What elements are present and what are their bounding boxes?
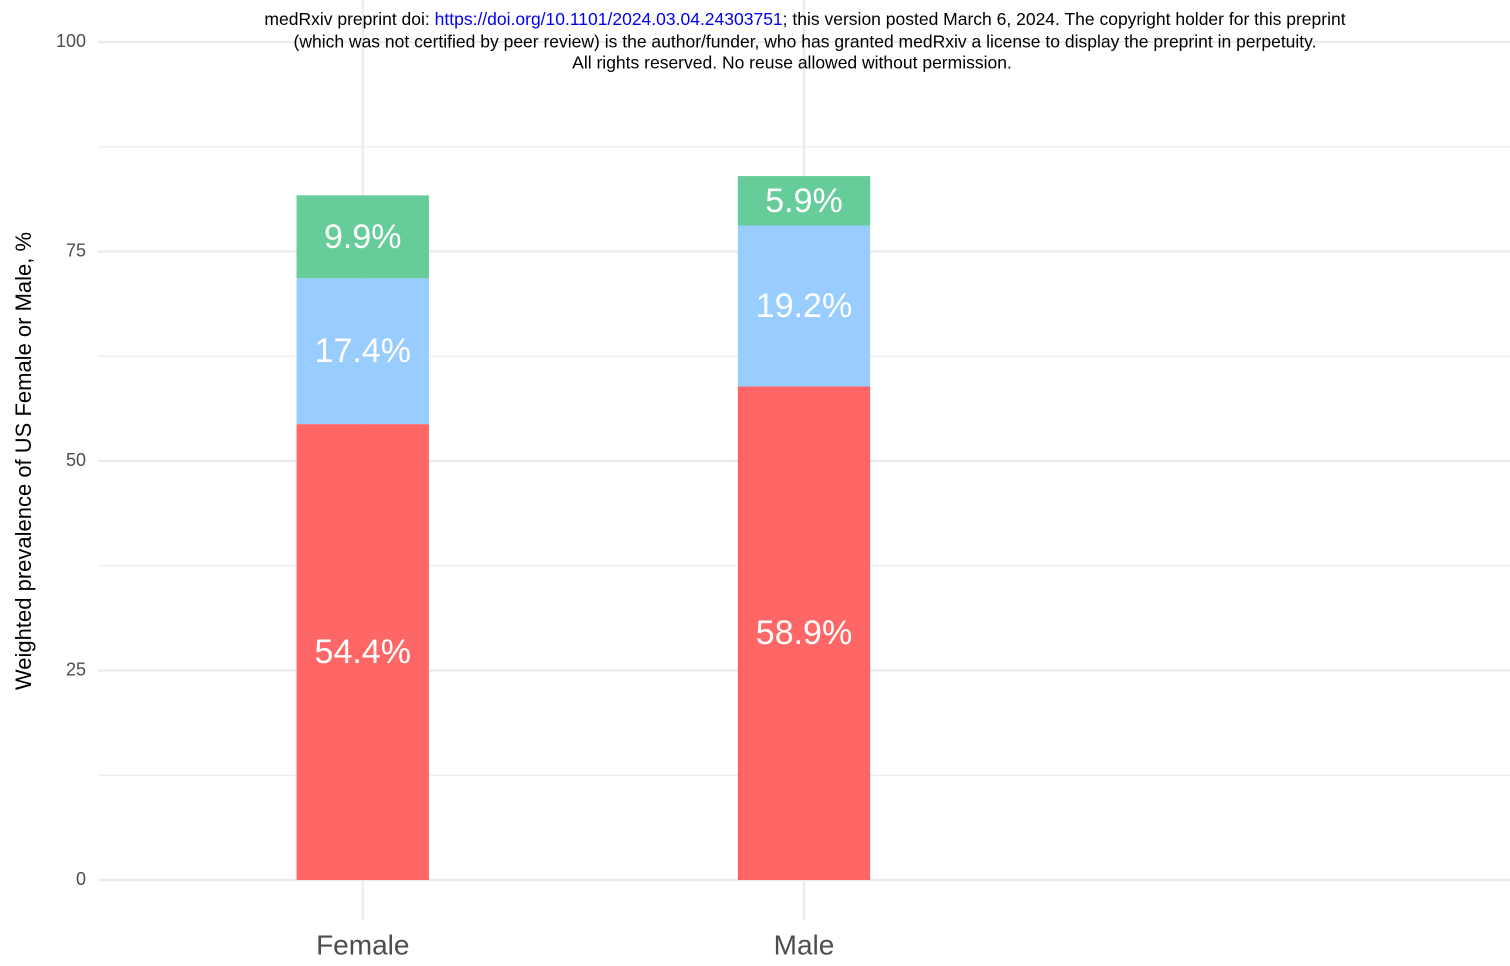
bar-segment (296, 278, 429, 425)
y-tick-label: 25 (66, 659, 86, 679)
bar-segment (296, 195, 429, 279)
bar-segment (737, 225, 871, 387)
y-axis-title: Weighted prevalence of US Female or Male… (11, 232, 36, 690)
notice-text: medRxiv preprint doi: (264, 9, 434, 29)
notice-text: ; this version posted March 6, 2024. The… (783, 9, 1346, 29)
y-tick-label: 100 (56, 31, 86, 51)
bar-label: 5.9% (765, 182, 843, 220)
notice-line-1: medRxiv preprint doi: https://doi.org/10… (264, 9, 1345, 29)
x-tick-label: Female (316, 929, 409, 960)
x-tick-label: Male (774, 929, 835, 960)
bar-label: 54.4% (315, 633, 411, 671)
bar-label: 17.4% (315, 332, 411, 370)
y-tick-label: 0 (76, 869, 86, 889)
y-tick-label: 50 (66, 450, 86, 470)
bar-segment (737, 386, 871, 880)
doi-link[interactable]: https://doi.org/10.1101/2024.03.04.24303… (435, 9, 783, 29)
notice-line-3: All rights reserved. No reuse allowed wi… (572, 53, 1012, 73)
notice-line-2: (which was not certified by peer review)… (294, 32, 1317, 52)
y-tick-label: 75 (66, 240, 86, 260)
marks: 54.4% 17.4% 9.9% 58.9% 19.2% 5.9% (296, 176, 871, 880)
bar-label: 19.2% (756, 287, 852, 325)
bar-segment (737, 176, 871, 226)
bar-segment (296, 424, 429, 880)
bar-label: 58.9% (756, 614, 852, 652)
bar-label: 9.9% (324, 218, 402, 256)
